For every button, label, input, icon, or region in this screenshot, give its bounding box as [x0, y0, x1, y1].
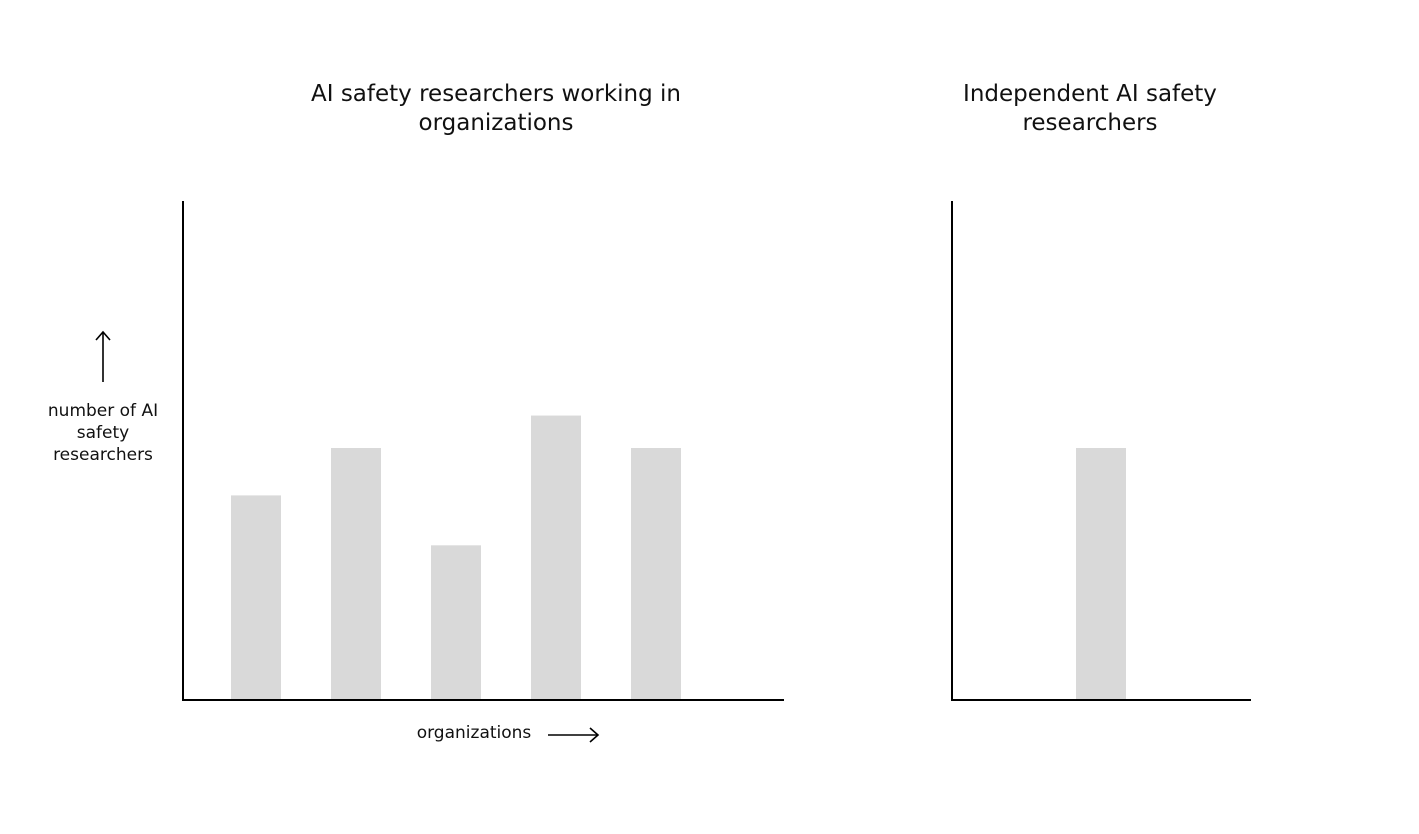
bar: [631, 448, 681, 700]
chart-title-organizations: AI safety researchers working in organiz…: [311, 81, 681, 136]
bar: [231, 495, 281, 700]
chart-title-independent: Independent AI safety researchers: [963, 81, 1217, 136]
x-axis-label: organizations: [416, 723, 532, 743]
bar: [431, 545, 481, 700]
bar: [331, 448, 381, 700]
bar: [1076, 448, 1126, 700]
bar: [531, 415, 581, 700]
y-axis-label: number of AI safety researchers: [47, 401, 159, 465]
